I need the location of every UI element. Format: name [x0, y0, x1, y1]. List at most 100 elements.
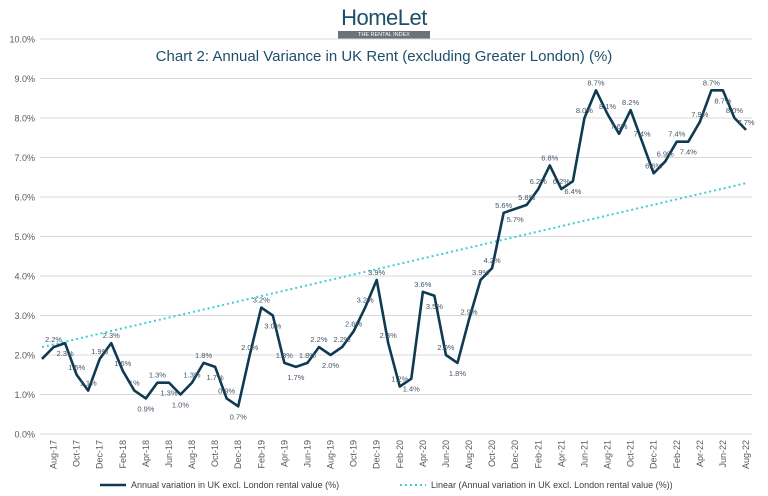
x-tick-label: Feb-21 — [533, 440, 543, 469]
x-tick-label: Feb-22 — [672, 440, 682, 469]
data-label: 6.6% — [645, 161, 662, 170]
x-tick-label: Oct-18 — [210, 440, 220, 467]
homelet-logo: HomeLet THE RENTAL INDEX — [338, 6, 430, 39]
x-tick-label: Apr-18 — [141, 440, 151, 467]
x-tick-label: Aug-17 — [49, 440, 59, 469]
data-label: 6.4% — [564, 187, 581, 196]
data-label: 7.4% — [680, 148, 697, 157]
data-label: 7.7% — [737, 118, 754, 127]
data-label: 7.6% — [610, 122, 627, 131]
y-tick-label: 3.0% — [14, 311, 35, 321]
data-label: 3.0% — [264, 322, 281, 331]
data-label: 1.8% — [449, 369, 466, 378]
data-label: 1.9% — [91, 347, 108, 356]
x-tick-label: Jun-21 — [579, 440, 589, 468]
data-label: 5.8% — [518, 193, 535, 202]
data-label: 3.9% — [368, 268, 385, 277]
data-label: 1.3% — [183, 371, 200, 380]
data-label: 6.2% — [553, 177, 570, 186]
data-label: 1.8% — [276, 351, 293, 360]
legend-label: Annual variation in UK excl. London rent… — [131, 480, 339, 490]
x-tick-label: Aug-19 — [326, 440, 336, 469]
chart-title: Chart 2: Annual Variance in UK Rent (exc… — [155, 48, 613, 65]
data-label: 1.7% — [207, 373, 224, 382]
logo-tagline: THE RENTAL INDEX — [338, 31, 430, 39]
data-label: 7.4% — [634, 130, 651, 139]
data-label: 4.2% — [484, 256, 501, 265]
x-tick-label: Oct-21 — [626, 440, 636, 467]
data-label: 2.0% — [322, 361, 339, 370]
data-label: 6.2% — [530, 177, 547, 186]
data-label: 5.7% — [507, 215, 524, 224]
data-label: 1.3% — [149, 371, 166, 380]
data-label: 8.7% — [714, 96, 731, 105]
y-tick-label: 6.0% — [14, 193, 35, 203]
y-tick-label: 1.0% — [14, 390, 35, 400]
data-label: 8.0% — [576, 106, 593, 115]
data-label: 2.9% — [460, 307, 477, 316]
data-label: 6.9% — [657, 149, 674, 158]
y-tick-label: 0.0% — [14, 430, 35, 440]
legend-label: Linear (Annual variation in UK excl. Lon… — [431, 480, 673, 490]
y-tick-label: 7.0% — [14, 153, 35, 163]
data-label: 3.6% — [414, 280, 431, 289]
data-label: 3.9% — [472, 268, 489, 277]
data-label: 1.5% — [68, 363, 85, 372]
data-label: 2.0% — [241, 343, 258, 352]
y-tick-label: 4.0% — [14, 272, 35, 282]
x-tick-label: Oct-17 — [72, 440, 82, 467]
data-label: 7.9% — [691, 110, 708, 119]
data-label: 2.3% — [380, 331, 397, 340]
data-label: 5.6% — [495, 201, 512, 210]
data-label: 2.6% — [345, 319, 362, 328]
x-tick-label: Dec-21 — [649, 440, 659, 469]
x-tick-label: Oct-19 — [349, 440, 359, 467]
data-label: 2.3% — [57, 349, 74, 358]
data-label: 2.0% — [437, 343, 454, 352]
data-label: 1.0% — [172, 401, 189, 410]
data-label: 8.2% — [622, 98, 639, 107]
x-tick-label: Aug-20 — [464, 440, 474, 469]
x-tick-label: Dec-20 — [510, 440, 520, 469]
data-label: 1.1% — [80, 379, 97, 388]
data-label: 3.5% — [426, 302, 443, 311]
y-tick-label: 9.0% — [14, 74, 35, 84]
x-tick-label: Apr-21 — [556, 440, 566, 467]
y-tick-label: 10.0% — [9, 35, 35, 45]
data-label: 2.2% — [334, 335, 351, 344]
data-label: 1.8% — [195, 351, 212, 360]
x-tick-label: Dec-18 — [233, 440, 243, 469]
x-tick-label: Aug-22 — [741, 440, 751, 469]
data-label: 0.7% — [230, 412, 247, 421]
x-tick-label: Aug-21 — [603, 440, 613, 469]
y-tick-label: 2.0% — [14, 351, 35, 361]
data-label: 8.7% — [703, 78, 720, 87]
data-label: 8.7% — [587, 78, 604, 87]
data-label: 2.3% — [103, 331, 120, 340]
trendline — [41, 182, 747, 349]
data-label: 6.8% — [541, 153, 558, 162]
x-tick-label: Jun-22 — [718, 440, 728, 468]
x-tick-label: Jun-19 — [302, 440, 312, 468]
x-tick-label: Dec-19 — [372, 440, 382, 469]
data-label: 3.2% — [357, 296, 374, 305]
data-label: 1% — [129, 379, 140, 388]
y-tick-label: 8.0% — [14, 114, 35, 124]
data-label: 8.1% — [599, 102, 616, 111]
data-label: 1.8% — [299, 351, 316, 360]
x-tick-label: Oct-20 — [487, 440, 497, 467]
data-label: 1.2% — [391, 375, 408, 384]
data-label: 2.2% — [310, 335, 327, 344]
x-tick-label: Feb-19 — [256, 440, 266, 469]
x-tick-label: Aug-18 — [187, 440, 197, 469]
data-label: 0.9% — [218, 386, 235, 395]
x-tick-label: Apr-19 — [279, 440, 289, 467]
data-label: 1.6% — [114, 359, 131, 368]
data-label: 1.7% — [287, 373, 304, 382]
x-tick-label: Dec-17 — [95, 440, 105, 469]
data-label: 1.3% — [160, 389, 177, 398]
x-tick-label: Feb-18 — [118, 440, 128, 469]
data-label: 1.4% — [403, 385, 420, 394]
y-tick-label: 5.0% — [14, 232, 35, 242]
